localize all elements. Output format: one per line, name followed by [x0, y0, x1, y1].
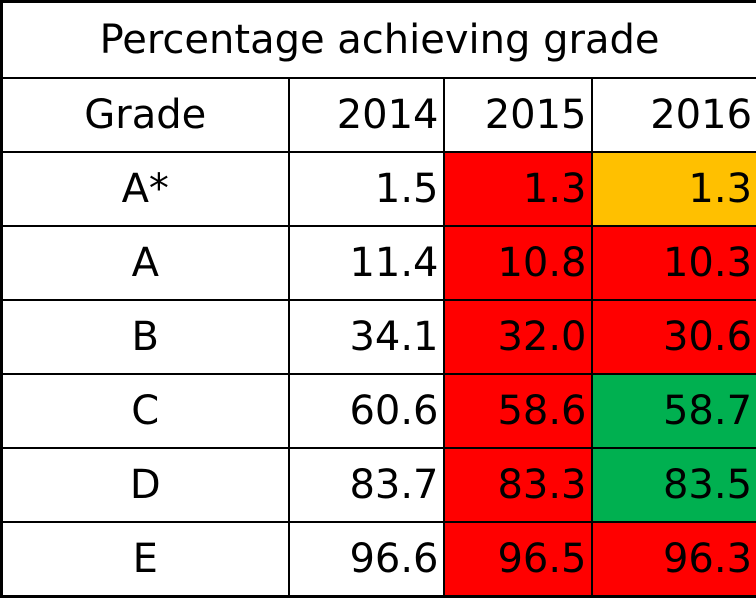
- value-cell-2016: 10.3: [592, 226, 756, 300]
- value-cell-2014: 1.5: [289, 152, 444, 226]
- value-cell-2014: 60.6: [289, 374, 444, 448]
- value-cell-2015: 58.6: [444, 374, 592, 448]
- table-title: Percentage achieving grade: [2, 2, 756, 79]
- grade-cell: D: [2, 448, 289, 522]
- value-cell-2015: 96.5: [444, 522, 592, 597]
- value-cell-2016: 30.6: [592, 300, 756, 374]
- table-row: D 83.7 83.3 83.5: [2, 448, 756, 522]
- table-row: C 60.6 58.6 58.7: [2, 374, 756, 448]
- value-cell-2015: 1.3: [444, 152, 592, 226]
- value-cell-2016: 58.7: [592, 374, 756, 448]
- value-cell-2016: 96.3: [592, 522, 756, 597]
- grade-cell: B: [2, 300, 289, 374]
- value-cell-2016: 1.3: [592, 152, 756, 226]
- value-cell-2015: 32.0: [444, 300, 592, 374]
- column-header-2015: 2015: [444, 78, 592, 152]
- value-cell-2016: 83.5: [592, 448, 756, 522]
- grade-cell: E: [2, 522, 289, 597]
- table-row: A 11.4 10.8 10.3: [2, 226, 756, 300]
- value-cell-2015: 10.8: [444, 226, 592, 300]
- value-cell-2015: 83.3: [444, 448, 592, 522]
- column-header-grade: Grade: [2, 78, 289, 152]
- table-title-row: Percentage achieving grade: [2, 2, 756, 79]
- table-row: B 34.1 32.0 30.6: [2, 300, 756, 374]
- value-cell-2014: 96.6: [289, 522, 444, 597]
- grade-cell: A: [2, 226, 289, 300]
- column-header-2016: 2016: [592, 78, 756, 152]
- column-header-2014: 2014: [289, 78, 444, 152]
- header-row: Grade 2014 2015 2016: [2, 78, 756, 152]
- value-cell-2014: 83.7: [289, 448, 444, 522]
- value-cell-2014: 34.1: [289, 300, 444, 374]
- table-row: A* 1.5 1.3 1.3: [2, 152, 756, 226]
- value-cell-2014: 11.4: [289, 226, 444, 300]
- grade-cell: A*: [2, 152, 289, 226]
- table-row: E 96.6 96.5 96.3: [2, 522, 756, 597]
- grade-cell: C: [2, 374, 289, 448]
